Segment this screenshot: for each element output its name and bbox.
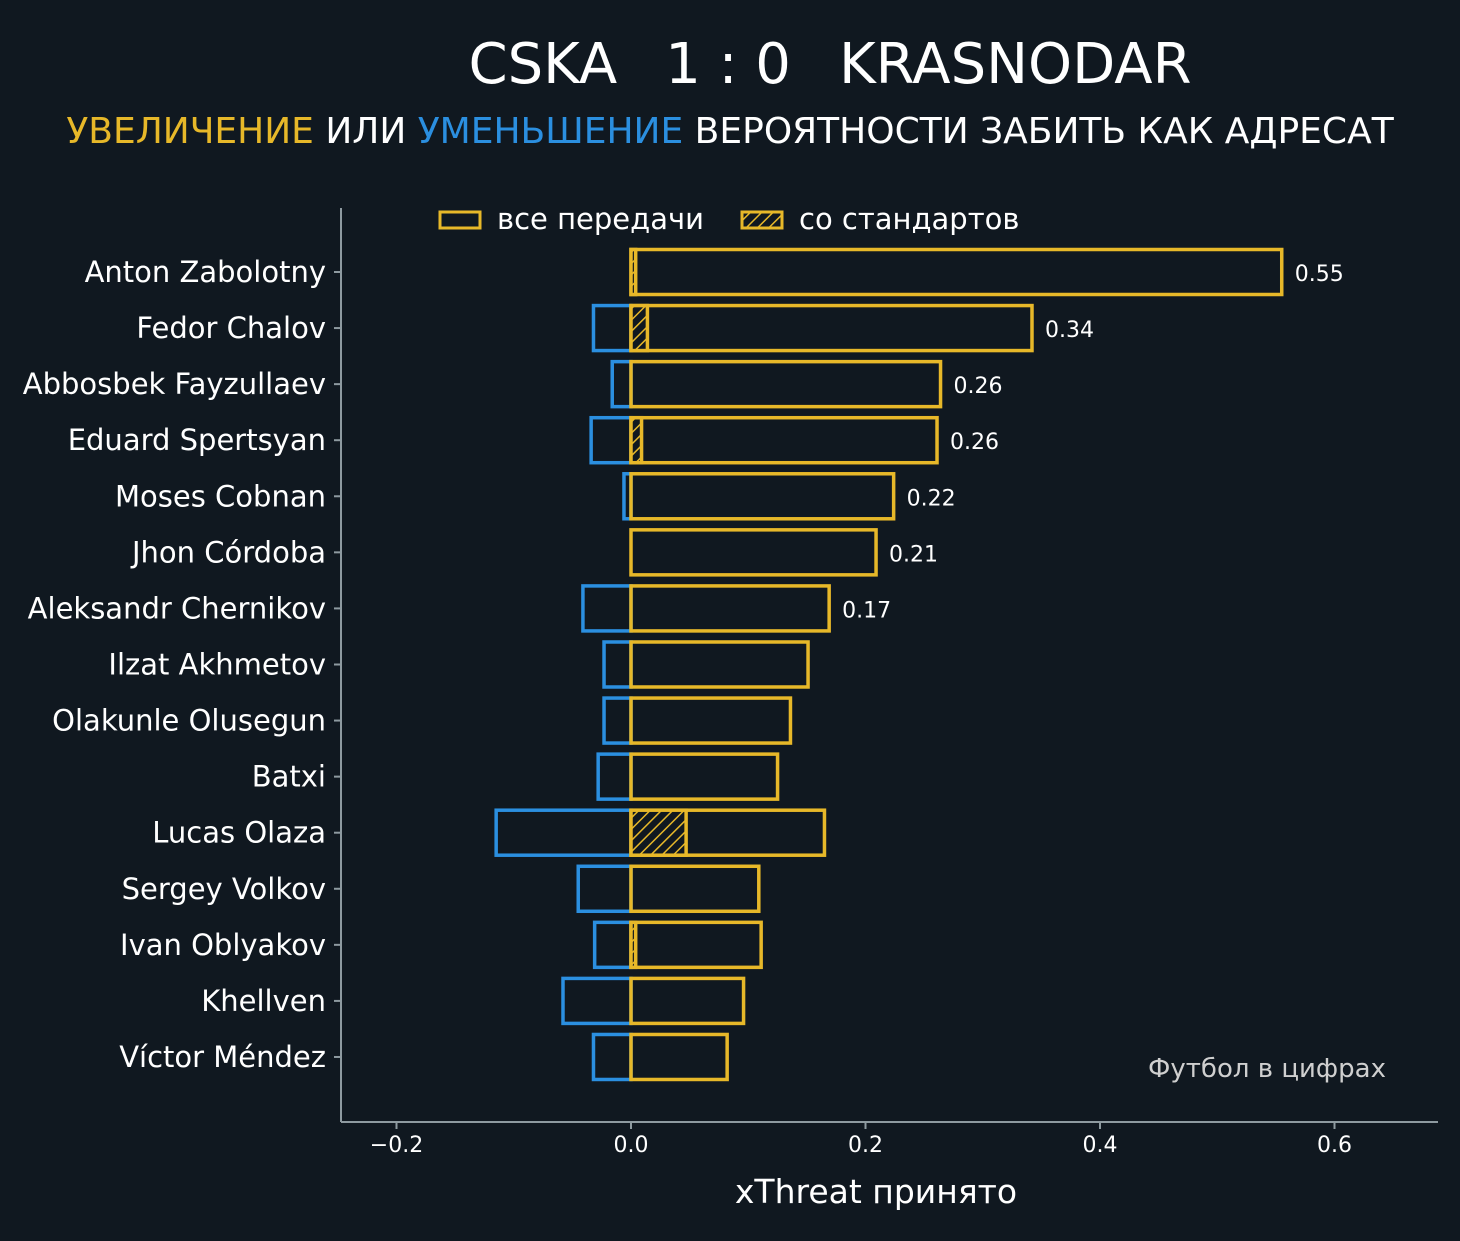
watermark: Футбол в цифрах <box>1148 1054 1386 1084</box>
x-axis-label: xThreat принято <box>735 1172 1017 1211</box>
legend-swatch-set-pieces <box>740 210 784 230</box>
y-tick-label: Moses Cobnan <box>115 479 326 513</box>
y-tick-label: Olakunle Olusegun <box>52 704 326 738</box>
y-tick-label: Abbosbek Fayzullaev <box>23 367 326 401</box>
y-tick-label: Eduard Spertsyan <box>68 423 326 457</box>
chart-subtitle: УВЕЛИЧЕНИЕ ИЛИ УМЕНЬШЕНИЕ ВЕРОЯТНОСТИ ЗА… <box>66 111 1394 152</box>
subtitle-or: ИЛИ <box>325 111 406 152</box>
bar-set-pieces <box>629 303 650 353</box>
chart-title: CSKA 1 : 0 KRASNODAR <box>469 32 1192 97</box>
bar-positive <box>629 752 780 801</box>
x-ticks: −0.2 0.0 0.2 0.4 0.6 <box>370 1122 1352 1158</box>
y-tick-labels: Anton Zabolotny Fedor Chalov Abbosbek Fayz… <box>23 255 341 1074</box>
bar-positive <box>629 1032 729 1082</box>
y-tick-label: Lucas Olaza <box>152 816 326 850</box>
bar-positive <box>629 472 896 521</box>
subtitle-decrease: УМЕНЬШЕНИЕ <box>418 111 684 152</box>
bar-positive <box>629 584 831 633</box>
y-tick-label: Anton Zabolotny <box>85 255 326 289</box>
legend: все передачи со стандартов <box>438 202 1019 236</box>
bar-positive <box>629 696 793 745</box>
y-tick-label: Ilzat Akhmetov <box>108 647 326 681</box>
value-label: 0.26 <box>954 374 1003 399</box>
x-tick-label: −0.2 <box>370 1133 423 1158</box>
bars-group <box>494 247 1284 1082</box>
value-label: 0.26 <box>950 430 999 455</box>
y-tick-label: Sergey Volkov <box>122 872 326 906</box>
legend-label-set-pieces: со стандартов <box>799 202 1019 236</box>
y-tick-label: Batxi <box>252 760 326 794</box>
value-label: 0.55 <box>1295 262 1344 287</box>
title-away-team: KRASNODAR <box>839 32 1192 97</box>
bar-positive <box>629 640 810 689</box>
bar-positive <box>629 976 746 1026</box>
x-tick-label: 0.4 <box>1083 1133 1118 1158</box>
value-label: 0.34 <box>1045 318 1094 343</box>
subtitle-increase: УВЕЛИЧЕНИЕ <box>66 111 314 152</box>
value-labels: 0.55 0.34 0.26 0.26 0.22 0.21 0.17 <box>842 262 1344 623</box>
value-label: 0.21 <box>889 542 938 567</box>
bar-set-pieces <box>629 920 638 970</box>
y-tick-label: Víctor Méndez <box>119 1040 326 1074</box>
title-score: 1 : 0 <box>665 32 791 97</box>
value-label: 0.17 <box>842 598 891 623</box>
y-tick-label: Ivan Oblyakov <box>120 928 326 962</box>
x-tick-label: 0.6 <box>1317 1133 1352 1158</box>
bar-positive <box>629 359 943 409</box>
bar-positive <box>629 864 761 914</box>
title-home-team: CSKA <box>469 32 618 97</box>
bar-set-pieces <box>629 247 638 297</box>
legend-swatch-all-passes <box>438 210 482 230</box>
x-tick-label: 0.2 <box>848 1133 883 1158</box>
y-tick-label: Khellven <box>201 984 326 1018</box>
y-tick-label: Jhon Córdoba <box>130 535 326 569</box>
bar-set-pieces <box>629 808 688 857</box>
y-tick-label: Aleksandr Chernikov <box>28 591 326 625</box>
value-label: 0.22 <box>907 486 956 511</box>
bar-positive <box>629 528 878 577</box>
subtitle-rest: ВЕРОЯТНОСТИ ЗАБИТЬ КАК АДРЕСАТ <box>695 111 1395 152</box>
x-tick-label: 0.0 <box>614 1133 649 1158</box>
bar-set-pieces <box>629 415 644 465</box>
y-tick-label: Fedor Chalov <box>136 311 326 345</box>
legend-label-all-passes: все передачи <box>497 202 704 236</box>
